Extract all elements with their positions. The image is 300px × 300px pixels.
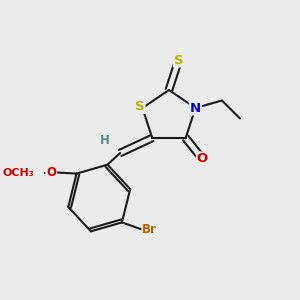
Text: Br: Br	[142, 224, 157, 236]
Text: H: H	[100, 134, 110, 148]
Text: O: O	[46, 166, 56, 179]
Text: N: N	[190, 101, 201, 115]
Text: OCH₃: OCH₃	[2, 167, 34, 178]
Text: S: S	[135, 100, 145, 113]
Text: O: O	[197, 152, 208, 166]
Text: S: S	[174, 53, 184, 67]
